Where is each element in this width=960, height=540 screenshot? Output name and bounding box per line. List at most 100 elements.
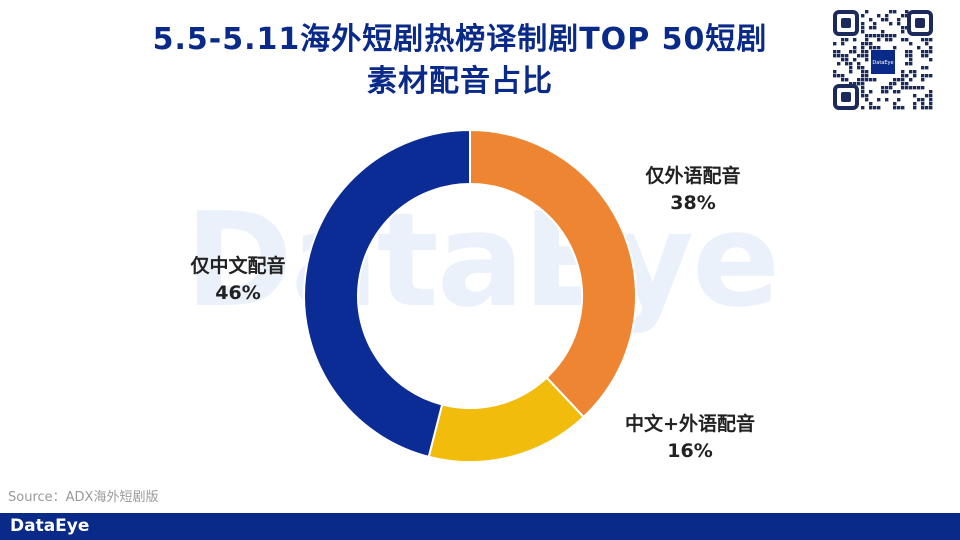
qr-module (853, 50, 857, 54)
qr-module (909, 58, 913, 62)
qr-module (849, 62, 853, 66)
qr-module (853, 82, 857, 86)
qr-module (893, 90, 897, 94)
qr-module (861, 46, 865, 50)
qr-module (865, 34, 869, 38)
qr-module (861, 22, 865, 26)
slice-value-1: 38% (670, 192, 715, 214)
qr-module (897, 18, 901, 22)
qr-module (897, 106, 901, 110)
qr-module (905, 14, 909, 18)
qr-code: DataEye (831, 8, 935, 112)
qr-module (901, 82, 905, 86)
qr-module (921, 74, 925, 78)
qr-module (889, 86, 893, 90)
qr-module (913, 74, 917, 78)
qr-module (881, 34, 885, 38)
qr-module (889, 38, 893, 42)
qr-module (873, 46, 877, 50)
qr-module (925, 54, 929, 58)
qr-module (901, 106, 905, 110)
qr-module (901, 70, 905, 74)
qr-module (881, 18, 885, 22)
qr-module (901, 30, 905, 34)
qr-module (885, 18, 889, 22)
footer-brand: DataEye (10, 516, 90, 536)
qr-module (893, 106, 897, 110)
qr-module (889, 22, 893, 26)
qr-module (873, 34, 877, 38)
qr-module (929, 46, 933, 50)
qr-module (921, 106, 925, 110)
qr-module (869, 42, 873, 46)
qr-module (913, 94, 917, 98)
qr-module (873, 26, 877, 30)
qr-module (921, 66, 925, 70)
qr-module (905, 38, 909, 42)
qr-module (893, 34, 897, 38)
qr-module (849, 50, 853, 54)
qr-module (893, 78, 897, 82)
qr-module (913, 102, 917, 106)
qr-module (845, 38, 849, 42)
qr-module (865, 70, 869, 74)
qr-module (929, 58, 933, 62)
qr-module (905, 62, 909, 66)
qr-module (873, 22, 877, 26)
qr-module (857, 66, 861, 70)
qr-module (837, 54, 841, 58)
qr-module (901, 74, 905, 78)
qr-module (881, 30, 885, 34)
qr-module (857, 78, 861, 82)
qr-module (909, 54, 913, 58)
qr-module (833, 42, 837, 46)
qr-module (861, 74, 865, 78)
donut-slice-1 (469, 128, 637, 419)
qr-module (921, 38, 925, 42)
qr-module (929, 38, 933, 42)
qr-module (921, 78, 925, 82)
qr-module (865, 78, 869, 82)
qr-module (849, 66, 853, 70)
qr-module (897, 90, 901, 94)
qr-module (861, 42, 865, 46)
qr-module (877, 14, 881, 18)
qr-module (913, 86, 917, 90)
qr-module (869, 106, 873, 110)
qr-module (849, 70, 853, 74)
qr-module (853, 58, 857, 62)
qr-module (869, 34, 873, 38)
qr-module (849, 82, 853, 86)
qr-module (913, 70, 917, 74)
qr-module (869, 102, 873, 106)
qr-module (893, 46, 897, 50)
qr-module (873, 78, 877, 82)
qr-module (857, 62, 861, 66)
qr-module (845, 58, 849, 62)
qr-module (909, 62, 913, 66)
watermark: DataEye (185, 184, 780, 336)
qr-module (837, 50, 841, 54)
qr-module (921, 86, 925, 90)
qr-module (841, 38, 845, 42)
qr-module (885, 90, 889, 94)
qr-module (861, 90, 865, 94)
qr-module (861, 54, 865, 58)
qr-module (905, 26, 909, 30)
qr-module (917, 98, 921, 102)
slice-label-1: 仅外语配音 (644, 164, 740, 187)
qr-module (925, 94, 929, 98)
qr-module (881, 86, 885, 90)
qr-module (913, 106, 917, 110)
qr-module (861, 14, 865, 18)
slice-value-3: 46% (215, 282, 260, 304)
qr-module (869, 90, 873, 94)
qr-module (877, 98, 881, 102)
qr-module (885, 98, 889, 102)
qr-module (877, 34, 881, 38)
qr-module (921, 98, 925, 102)
qr-module (841, 54, 845, 58)
qr-module (909, 78, 913, 82)
qr-module (901, 14, 905, 18)
qr-module (905, 74, 909, 78)
